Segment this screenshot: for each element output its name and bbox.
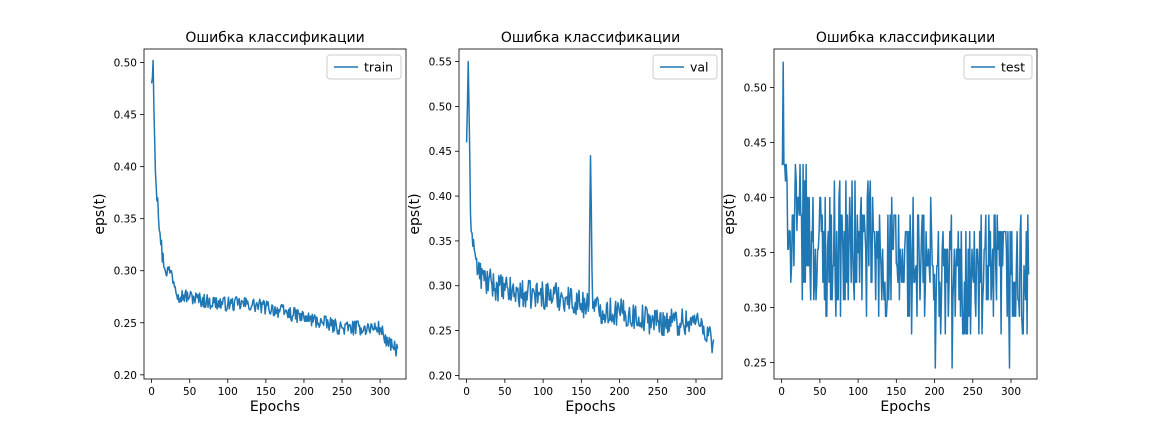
x-tick-label: 50: [498, 386, 511, 398]
x-axis-label: Epochs: [880, 399, 930, 415]
chart-panel-1: 0 50 100 150 200 250 300 0.20 0.25 0.30 0.35 0.40 0.…: [92, 30, 407, 415]
legend-label: val: [690, 60, 709, 75]
x-axis-label: Epochs: [565, 399, 615, 415]
y-tick-label: 0.30: [744, 303, 767, 315]
axes-frame: [143, 48, 407, 380]
y-tick-label: 0.25: [114, 318, 137, 330]
y-tick-label: 0.50: [429, 101, 452, 113]
legend-box: [963, 54, 1033, 80]
y-tick-label: 0.40: [114, 162, 137, 174]
x-tick-label: 150: [886, 386, 906, 398]
chart-title: Ошибка классификации: [816, 30, 995, 46]
y-tick-label: 0.45: [114, 110, 137, 122]
y-axis-label: eps(t): [407, 193, 423, 234]
y-tick-label: 0.35: [114, 214, 137, 226]
x-tick-label: 150: [256, 386, 276, 398]
x-tick-label: 200: [925, 386, 945, 398]
series-line-test: [781, 61, 1030, 369]
x-tick-label: 250: [963, 386, 983, 398]
y-axis-label: eps(t): [722, 193, 738, 234]
legend-label: test: [1001, 60, 1025, 75]
legend-box: [326, 54, 402, 80]
chart-panel-3: 0 50 100 150 200 250 300 0.25 0.30 0.35 0.40 0.45 0.…: [722, 30, 1038, 415]
x-tick-label: 100: [218, 386, 238, 398]
axes-frame: [773, 48, 1038, 380]
y-tick-label: 0.35: [429, 236, 452, 248]
x-tick-label: 300: [1001, 386, 1021, 398]
legend: val: [652, 54, 718, 80]
x-tick-label: 100: [848, 386, 868, 398]
legend-box: [652, 54, 718, 80]
x-tick-label: 250: [332, 386, 352, 398]
x-tick-label: 250: [648, 386, 668, 398]
y-tick-label: 0.20: [114, 370, 137, 382]
y-tick-label: 0.25: [744, 358, 767, 370]
x-tick-label: 0: [778, 386, 785, 398]
y-tick-label: 0.30: [114, 266, 137, 278]
series-line-train: [150, 59, 399, 357]
x-tick-label: 300: [686, 386, 706, 398]
x-tick-label: 50: [183, 386, 196, 398]
x-tick-label: 150: [571, 386, 591, 398]
y-tick-label: 0.40: [429, 191, 452, 203]
y-tick-label: 0.20: [429, 370, 452, 382]
y-tick-label: 0.50: [744, 83, 767, 95]
legend: train: [326, 54, 402, 80]
chart-title: Ошибка классификации: [501, 30, 680, 46]
x-tick-label: 0: [463, 386, 470, 398]
x-tick-label: 200: [294, 386, 314, 398]
y-tick-label: 0.35: [744, 248, 767, 260]
legend: test: [963, 54, 1033, 80]
x-tick-label: 300: [370, 386, 390, 398]
x-tick-label: 0: [148, 386, 155, 398]
y-tick-label: 0.30: [429, 281, 452, 293]
x-axis-label: Epochs: [250, 399, 300, 415]
y-tick-label: 0.25: [429, 326, 452, 338]
y-axis-label: eps(t): [92, 193, 108, 234]
axes-frame: [458, 48, 723, 380]
x-tick-label: 200: [610, 386, 630, 398]
series-line-val: [465, 60, 715, 354]
chart-panel-2: 0 50 100 150 200 250 300 0.20 0.25 0.30 0.35 0.40 0.…: [407, 30, 723, 415]
y-tick-label: 0.40: [744, 193, 767, 205]
legend-label: train: [364, 60, 393, 75]
y-tick-label: 0.50: [114, 58, 137, 70]
y-tick-label: 0.45: [429, 146, 452, 158]
x-tick-label: 100: [533, 386, 553, 398]
x-tick-label: 50: [813, 386, 826, 398]
y-tick-label: 0.55: [429, 57, 452, 69]
chart-title: Ошибка классификации: [185, 30, 364, 46]
y-tick-label: 0.45: [744, 138, 767, 150]
